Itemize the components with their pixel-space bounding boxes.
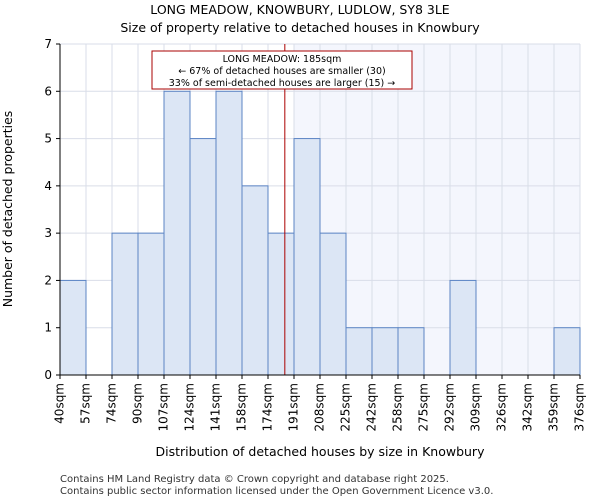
y-tick-label: 4 <box>44 179 52 193</box>
bar <box>111 232 139 376</box>
bar <box>241 185 269 376</box>
bar <box>371 327 399 376</box>
annotation-larger: 33% of semi-detached houses are larger (… <box>169 78 396 89</box>
x-tick-label: 342sqm <box>521 383 535 431</box>
bar <box>163 90 191 376</box>
x-tick-label: 40sqm <box>53 383 67 424</box>
x-tick-label: 90sqm <box>131 383 145 424</box>
x-tick-label: 242sqm <box>365 383 379 431</box>
y-axis-label: Number of detached properties <box>0 111 15 308</box>
bar <box>137 232 165 376</box>
bar <box>293 138 321 376</box>
x-tick-label: 359sqm <box>547 383 561 431</box>
x-tick-label: 309sqm <box>469 383 483 431</box>
bar <box>397 327 425 376</box>
x-tick-label: 191sqm <box>287 383 301 431</box>
x-tick-label: 225sqm <box>339 383 353 431</box>
x-tick-label: 124sqm <box>183 383 197 431</box>
y-tick-label: 0 <box>44 368 52 382</box>
bar <box>215 90 243 376</box>
x-axis-label: Distribution of detached houses by size … <box>156 444 486 459</box>
bar <box>449 279 477 376</box>
y-tick-label: 1 <box>44 321 52 335</box>
x-tick-label: 74sqm <box>105 383 119 424</box>
y-tick-label: 5 <box>44 132 52 146</box>
y-ticks: 0 1 2 3 4 5 6 7 <box>44 37 60 382</box>
footer-copyright: Contains HM Land Registry data © Crown c… <box>60 474 449 485</box>
chart-subtitle: Size of property relative to detached ho… <box>120 20 480 35</box>
footer-licence: Contains public sector information licen… <box>60 486 493 497</box>
y-tick-label: 6 <box>44 84 52 98</box>
x-tick-label: 158sqm <box>235 383 249 431</box>
x-tick-label: 326sqm <box>495 383 509 431</box>
x-tick-label: 258sqm <box>391 383 405 431</box>
y-tick-label: 3 <box>44 226 52 240</box>
bar <box>553 327 581 376</box>
x-tick-label: 275sqm <box>417 383 431 431</box>
y-tick-label: 7 <box>44 37 52 51</box>
x-ticks: 40sqm 57sqm 74sqm 90sqm 107sqm 124sqm 141sqm 15… <box>53 375 587 431</box>
x-tick-label: 376sqm <box>573 383 587 431</box>
bar <box>267 232 295 376</box>
y-tick-label: 2 <box>44 273 52 287</box>
x-tick-label: 292sqm <box>443 383 457 431</box>
x-tick-label: 107sqm <box>157 383 171 431</box>
bar <box>189 138 217 376</box>
annotation-smaller: ← 67% of detached houses are smaller (30… <box>178 66 385 77</box>
bars-group <box>59 90 581 376</box>
x-tick-label: 57sqm <box>79 383 93 424</box>
x-tick-label: 141sqm <box>209 383 223 431</box>
bar <box>59 279 87 376</box>
annotation-box: LONG MEADOW: 185sqm ← 67% of detached ho… <box>151 50 413 90</box>
annotation-frame <box>151 50 413 90</box>
bar <box>345 327 373 376</box>
chart-title: LONG MEADOW, KNOWBURY, LUDLOW, SY8 3LE <box>150 2 450 17</box>
bar <box>319 232 347 376</box>
annotation-title: LONG MEADOW: 185sqm <box>223 54 342 65</box>
x-tick-label: 174sqm <box>261 383 275 431</box>
x-tick-label: 208sqm <box>313 383 327 431</box>
